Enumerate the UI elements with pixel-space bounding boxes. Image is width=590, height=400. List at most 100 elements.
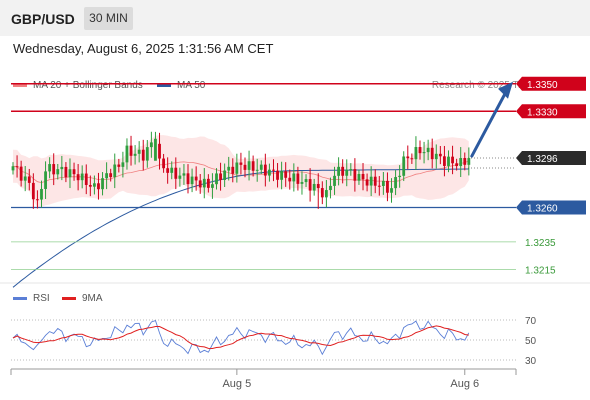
candle-body: [467, 158, 471, 165]
candle-body: [105, 173, 109, 179]
candle-body: [170, 167, 174, 173]
rsi-pane: 70 50 30: [11, 316, 537, 367]
pivot-label-box: [516, 200, 586, 215]
timeframe-button[interactable]: 30 MIN: [84, 7, 133, 30]
candle-body: [40, 188, 43, 200]
candle-body: [125, 145, 129, 163]
candle-body: [190, 176, 194, 185]
candle-body: [300, 182, 304, 184]
candle-body: [414, 147, 418, 160]
candle-body: [373, 176, 377, 186]
candle-body: [402, 156, 406, 176]
ma50-swatch: [157, 84, 171, 87]
candle-body: [178, 175, 182, 179]
candle-body: [443, 156, 446, 166]
bollinger-swatch: [13, 84, 27, 87]
candle-body: [365, 179, 369, 186]
candle-body: [312, 183, 316, 191]
candle-body: [113, 164, 117, 178]
legend-9ma-label: 9MA: [82, 293, 103, 304]
resistance-label: 1.3330: [527, 107, 558, 118]
candle-body: [333, 175, 336, 186]
candle-body: [304, 179, 308, 183]
resistance-label: 1.3350: [527, 80, 558, 91]
candle-body: [239, 162, 243, 165]
candle-body: [121, 162, 125, 167]
candle-body: [109, 173, 113, 178]
candle-body: [377, 185, 381, 187]
x-tick-label: Aug 5: [222, 378, 251, 390]
rsi-level-label: 30: [525, 356, 537, 367]
candle-body: [149, 142, 153, 148]
candle-body: [329, 185, 332, 191]
candle-body: [430, 147, 434, 160]
candle-body: [418, 147, 422, 154]
candle-body: [52, 164, 56, 175]
ma50-line: [12, 168, 469, 288]
candle-body: [68, 169, 72, 178]
candle-body: [272, 169, 275, 171]
candle-body: [23, 176, 27, 181]
candle-body: [88, 184, 92, 187]
candle-body: [259, 164, 263, 170]
candle-body: [162, 158, 165, 169]
candle-body: [284, 171, 288, 178]
candle-body: [337, 166, 340, 176]
x-tick-label: Aug 6: [450, 378, 479, 390]
rsi-swatch: [13, 297, 27, 300]
candle-body: [268, 169, 271, 176]
candle-body: [247, 161, 251, 170]
candle-body: [438, 153, 442, 157]
rsi-ma9-line: [12, 325, 469, 350]
candle-body: [308, 179, 312, 191]
candle-body: [451, 156, 454, 164]
legend-ma50: MA 50: [157, 80, 205, 91]
candle-body: [398, 175, 402, 178]
support-label: 1.3235: [525, 238, 556, 249]
candle-body: [296, 173, 300, 184]
candle-body: [390, 188, 393, 193]
candle-body: [186, 173, 190, 185]
candle-body: [93, 183, 96, 187]
x-axis: Aug 5 Aug 6: [222, 369, 479, 390]
ma9-swatch: [62, 297, 76, 300]
candle-body: [101, 178, 104, 190]
candle-body: [76, 174, 80, 181]
last-price-label: 1.3296: [527, 154, 558, 165]
candle-body: [117, 164, 121, 167]
candle-body: [129, 145, 133, 156]
candle-body: [434, 153, 438, 160]
candle-body: [243, 164, 247, 170]
candle-body: [288, 177, 292, 182]
candle-body: [133, 153, 137, 156]
symbol-label: GBP/USD: [11, 11, 75, 27]
forecast-arrow: [470, 92, 507, 158]
candle-body: [251, 161, 255, 171]
candle-body: [235, 162, 239, 174]
legend-bollinger-label: MA 20 + Bollinger Bands: [33, 80, 143, 91]
support-label: 1.3215: [525, 265, 556, 276]
candle-body: [459, 158, 463, 167]
moving-average-lines: [12, 160, 469, 288]
candle-body: [361, 173, 365, 180]
legend-rsi-label: RSI: [33, 293, 50, 304]
candle-body: [357, 173, 361, 181]
candle-body: [15, 166, 19, 168]
header-bar: GBP/USD 30 MIN: [0, 0, 590, 36]
candle-body: [255, 169, 259, 171]
candle-body: [48, 164, 52, 172]
rsi-line: [12, 320, 470, 356]
candle-body: [202, 178, 206, 188]
candle-body: [154, 138, 157, 161]
candle-body: [447, 156, 450, 166]
candle-body: [276, 170, 279, 180]
candle-body: [316, 183, 320, 189]
candle-body: [463, 158, 467, 165]
candle-body: [369, 176, 373, 186]
candle-body: [211, 184, 214, 188]
pivot-label: 1.3260: [527, 204, 558, 215]
candle-body: [19, 166, 23, 181]
candle-body: [223, 170, 227, 180]
candle-body: [97, 183, 100, 190]
